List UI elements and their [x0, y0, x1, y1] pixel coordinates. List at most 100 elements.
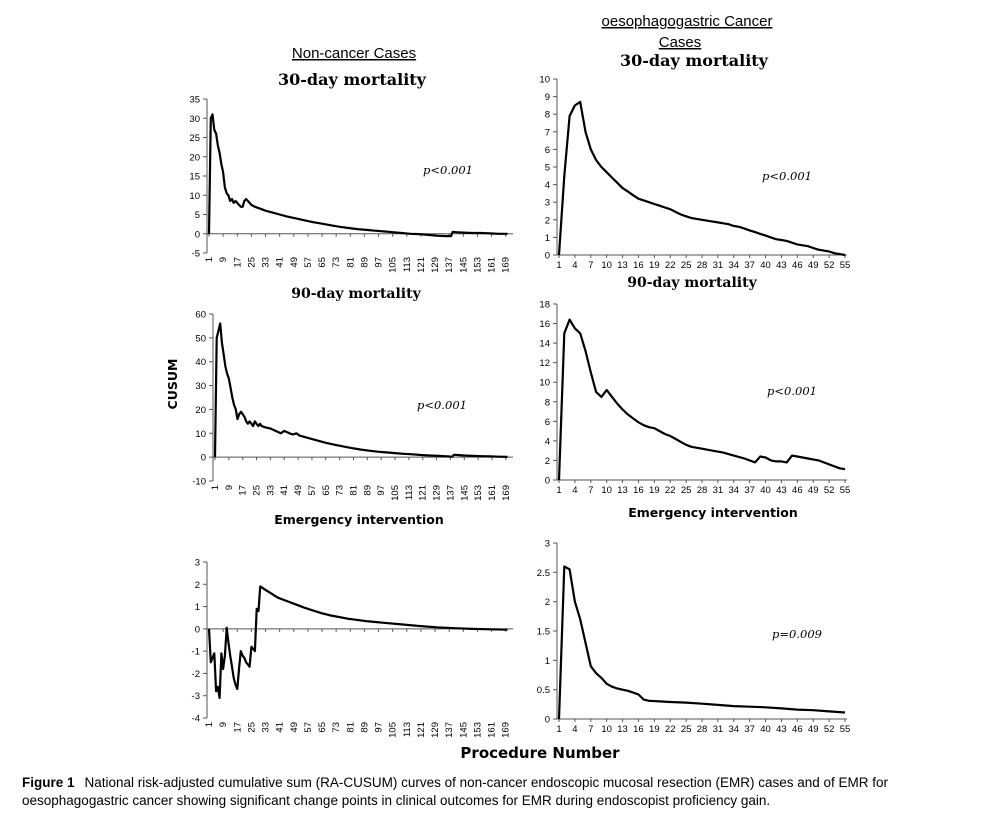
x-tick-label: 40 [760, 485, 771, 496]
x-tick-label: 17 [232, 257, 243, 268]
x-tick-label: 43 [776, 724, 787, 735]
x-tick-label: 1 [204, 722, 215, 727]
x-tick-label: 10 [601, 260, 612, 271]
x-tick-label: 65 [317, 722, 328, 733]
x-tick-label: 49 [289, 257, 300, 268]
series-line [557, 318, 846, 481]
y-tick-label: 25 [189, 133, 200, 144]
x-tick-label: 161 [487, 257, 498, 273]
x-tick-label: 121 [416, 722, 427, 738]
x-tick-label: 153 [472, 257, 483, 273]
x-tick-label: 34 [728, 260, 739, 271]
y-tick-label: 6 [545, 145, 550, 156]
x-tick-label: 81 [348, 485, 359, 496]
x-tick-label: 121 [418, 485, 429, 501]
y-tick-label: 2.5 [537, 568, 550, 579]
p-value-label: p<0.001 [762, 169, 812, 183]
x-tick-label: 105 [388, 257, 399, 273]
x-tick-label: 9 [218, 257, 229, 262]
x-tick-label: 19 [649, 260, 660, 271]
caption-text-line1: National risk-adjusted cumulative sum (R… [85, 775, 889, 790]
y-tick-label: -4 [192, 714, 200, 725]
title-noncancer-30d: 30-day mortality [278, 70, 427, 89]
y-tick-label: 40 [195, 357, 206, 368]
x-tick-label: 1 [204, 257, 215, 262]
x-tick-label: 145 [459, 485, 470, 501]
x-tick-label: 25 [681, 485, 692, 496]
x-tick-label: 1 [556, 724, 561, 735]
y-tick-label: 12 [539, 358, 550, 369]
x-tick-label: 169 [501, 257, 512, 273]
x-tick-label: 41 [275, 722, 286, 733]
title-noncancer-emergency: Emergency intervention [274, 512, 444, 527]
header-noncancer: Non-cancer Cases [292, 45, 416, 62]
x-tick-label: 17 [238, 485, 249, 496]
x-tick-label: 7 [588, 724, 593, 735]
x-tick-label: 113 [404, 485, 415, 500]
x-tick-label: 97 [376, 485, 387, 496]
x-tick-label: 16 [633, 260, 644, 271]
y-tick-label: 18 [539, 300, 550, 311]
x-tick-label: 161 [487, 722, 498, 738]
y-tick-label: 1 [545, 656, 550, 667]
y-tick-label: 10 [195, 429, 206, 440]
header-cancer-line2: Cases [659, 34, 702, 51]
x-tick-label: 137 [444, 257, 455, 273]
y-tick-label: 0 [545, 715, 550, 726]
y-tick-label: 2 [195, 580, 200, 591]
y-tick-label: 5 [195, 210, 200, 221]
x-tick-label: 10 [601, 485, 612, 496]
p-value-label: p=0.009 [772, 627, 822, 641]
x-tick-label: 46 [792, 724, 803, 735]
x-tick-label: 55 [840, 485, 851, 496]
x-tick-label: 49 [808, 485, 819, 496]
x-tick-label: 137 [444, 722, 455, 738]
y-tick-label: 1.5 [537, 627, 550, 638]
y-tick-label: 10 [189, 191, 200, 202]
x-tick-label: 129 [432, 485, 443, 501]
y-tick-label: 7 [545, 127, 550, 138]
y-tick-label: 30 [195, 381, 206, 392]
x-tick-label: 25 [681, 260, 692, 271]
x-tick-label: 25 [246, 722, 257, 733]
x-tick-label: 153 [472, 722, 483, 738]
title-noncancer-90d: 90-day mortality [291, 286, 421, 302]
y-tick-label: 6 [545, 417, 550, 428]
x-tick-label: 81 [345, 257, 356, 268]
p-value-label: p<0.001 [767, 384, 817, 398]
x-tick-label: 73 [331, 722, 342, 733]
x-tick-label: 89 [359, 722, 370, 733]
y-tick-label: 2 [545, 597, 550, 608]
series-line [207, 113, 508, 238]
x-tick-label: 43 [776, 260, 787, 271]
x-tick-label: 105 [390, 485, 401, 501]
x-tick-label: 46 [792, 485, 803, 496]
x-tick-label: 22 [665, 485, 676, 496]
y-tick-label: 3 [195, 558, 200, 569]
x-tick-label: 16 [633, 485, 644, 496]
y-tick-label: 20 [189, 152, 200, 163]
x-tick-label: 16 [633, 724, 644, 735]
y-tick-label: 15 [189, 172, 200, 183]
x-tick-label: 57 [303, 722, 314, 733]
title-cancer-emergency: Emergency intervention [628, 505, 798, 520]
x-tick-label: 7 [588, 260, 593, 271]
y-tick-label: 4 [545, 180, 550, 191]
y-tick-label: -2 [192, 669, 200, 680]
x-tick-label: 113 [402, 257, 413, 272]
y-tick-label: 5 [545, 163, 550, 174]
y-tick-label: 2 [545, 456, 550, 467]
y-tick-label: 0 [195, 229, 200, 240]
x-tick-label: 34 [728, 485, 739, 496]
x-tick-label: 52 [824, 724, 835, 735]
y-tick-label: 4 [545, 436, 550, 447]
x-tick-label: 41 [275, 257, 286, 268]
x-tick-label: 113 [402, 722, 413, 737]
x-tick-label: 57 [307, 485, 318, 496]
chart-cancer-emergency: 00.511.522.531 4 7 10 13 16 19 22 25 28 31 34 37 40 43… [537, 539, 851, 736]
figure-label: Figure 1 [22, 775, 75, 790]
series-line [207, 585, 508, 699]
